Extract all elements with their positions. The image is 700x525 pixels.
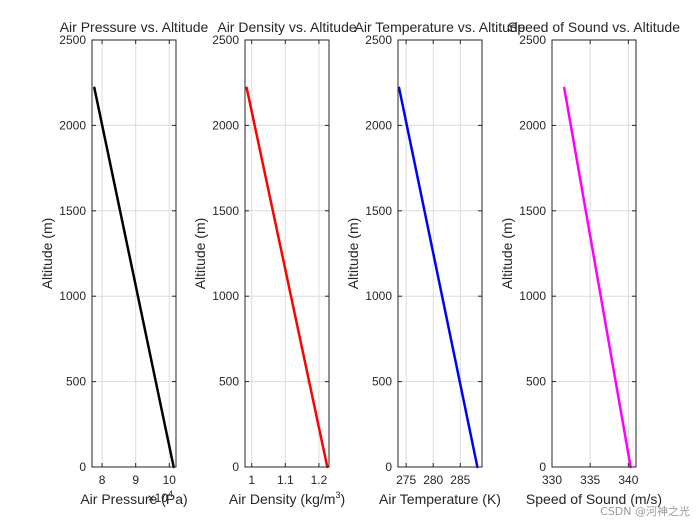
axes-frame [397, 39, 483, 468]
x-tick-label: 280 [423, 473, 443, 487]
data-line-series-1 [562, 86, 632, 469]
y-axis-label: Altitude (m) [345, 218, 361, 290]
x-tick-label: 340 [618, 473, 638, 487]
y-tick-label: 2500 [212, 33, 239, 47]
axes-frame [244, 39, 330, 468]
y-tick-label: 2000 [59, 118, 86, 132]
x-axis-label-end: ) [340, 491, 345, 507]
plot-area [398, 40, 482, 467]
y-tick-label: 1000 [59, 289, 86, 303]
watermark: CSDN @河神之光 [600, 505, 690, 518]
x-tick-label: 285 [450, 473, 470, 487]
y-tick-label: 2000 [519, 118, 546, 132]
y-tick-label: 2000 [212, 118, 239, 132]
data-line-series-1 [397, 86, 479, 469]
data-line-series-1 [93, 86, 175, 469]
chart-title: Air Density vs. Altitude [217, 19, 356, 35]
plot-area [245, 40, 329, 467]
y-tick-label: 1500 [212, 204, 239, 218]
y-tick-label: 1000 [212, 289, 239, 303]
x-tick-label: 1 [248, 473, 255, 487]
y-tick-label: 500 [219, 375, 239, 389]
y-tick-label: 1500 [519, 204, 546, 218]
axes-frame [91, 39, 177, 468]
chart-panel-3: 0 500 1000 1500 2000 2500 275 280 285 Air Tempera… [345, 19, 526, 507]
chart-panel-4: 0 500 1000 1500 2000 2500 330 335 340 Speed of So… [499, 19, 680, 507]
x-axis-label: Air Temperature (K) [379, 491, 501, 507]
axes-frame [551, 39, 637, 468]
y-tick-label: 2500 [519, 33, 546, 47]
x-tick-label: 335 [580, 473, 600, 487]
x-tick-label: 10 [163, 473, 177, 487]
x-axis-label-text: Air Temperature (K) [379, 491, 501, 507]
y-tick-label: 2500 [59, 33, 86, 47]
x-tick-label: 9 [132, 473, 139, 487]
x-axis-label: Speed of Sound (m/s) [526, 491, 662, 507]
y-axis-label: Altitude (m) [192, 218, 208, 290]
y-tick-label: 500 [372, 375, 392, 389]
y-axis-label: Altitude (m) [499, 218, 515, 290]
x-tick-label: 1.2 [311, 473, 328, 487]
y-tick-label: 1000 [365, 289, 392, 303]
y-tick-label: 1500 [59, 204, 86, 218]
y-tick-label: 500 [526, 375, 546, 389]
y-tick-label: 0 [79, 460, 86, 474]
chart-title: Air Pressure vs. Altitude [60, 19, 209, 35]
y-tick-label: 0 [385, 460, 392, 474]
y-axis-label: Altitude (m) [39, 218, 55, 290]
x-tick-label: 275 [396, 473, 416, 487]
x-axis-label-text: Speed of Sound (m/s) [526, 491, 662, 507]
x-exponent-label: ×104 [148, 489, 173, 505]
x-axis-label-superscript: 3 [335, 490, 340, 500]
y-tick-label: 2500 [365, 33, 392, 47]
x-tick-label: 330 [542, 473, 562, 487]
x-exponent-base: ×10 [148, 491, 169, 505]
x-axis-label-text: Air Density (kg/m [229, 491, 336, 507]
x-axis-label-text: Air Pressure (Pa) [80, 491, 187, 507]
x-axis-label: Air Pressure (Pa) [80, 491, 187, 507]
x-tick-label: 1.1 [277, 473, 294, 487]
x-tick-label: 8 [99, 473, 106, 487]
chart-panel-1: 0 500 1000 1500 2000 2500 8 9 10 Air Pressure vs.… [39, 19, 209, 507]
y-tick-label: 0 [232, 460, 239, 474]
y-tick-label: 1000 [519, 289, 546, 303]
x-axis-label: Air Density (kg/m3) [229, 490, 345, 507]
y-tick-label: 2000 [365, 118, 392, 132]
chart-panel-2: 0 500 1000 1500 2000 2500 1 1.1 1.2 Air Density v… [192, 19, 357, 507]
plot-area [92, 40, 176, 467]
y-tick-label: 500 [66, 375, 86, 389]
x-exponent-power: 4 [168, 489, 173, 499]
y-tick-label: 1500 [365, 204, 392, 218]
y-tick-label: 0 [539, 460, 546, 474]
chart-title: Speed of Sound vs. Altitude [508, 19, 680, 35]
chart-title: Air Temperature vs. Altitude [355, 19, 526, 35]
data-line-series-1 [245, 86, 329, 469]
